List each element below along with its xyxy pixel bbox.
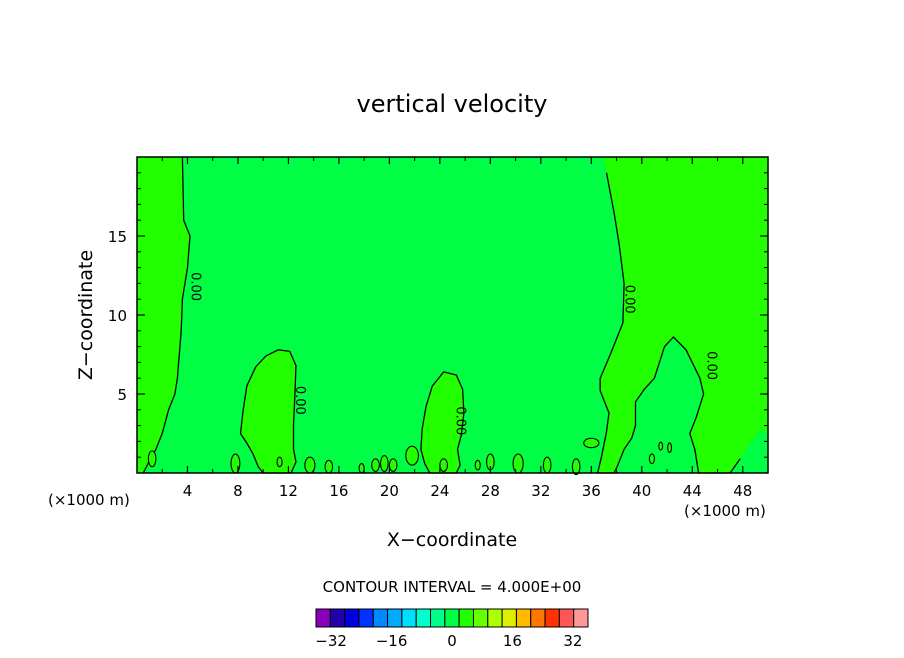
small-contour bbox=[371, 458, 380, 472]
colorbar-tick-label: 16 bbox=[503, 632, 522, 650]
colorbar-swatch bbox=[515, 608, 532, 628]
contour-label: 0.00 bbox=[292, 386, 307, 415]
colorbar-tick-label: 0 bbox=[447, 632, 457, 650]
colorbar-swatch bbox=[558, 608, 575, 628]
contour-label: 0.00 bbox=[621, 285, 636, 314]
x-axis-label: X−coordinate bbox=[387, 529, 517, 551]
x-tick-label: 4 bbox=[183, 482, 193, 500]
small-contour bbox=[388, 458, 398, 472]
colorbar-tick-label: −32 bbox=[315, 632, 347, 650]
zero-contour-labels: 0.00 0.00 0.00 0.00 0.00 bbox=[187, 272, 718, 435]
contour-label: 0.00 bbox=[187, 272, 202, 301]
small-contour bbox=[648, 453, 655, 465]
small-contour bbox=[358, 462, 365, 474]
zero-contour-line bbox=[142, 156, 191, 474]
x-tick-label: 32 bbox=[531, 482, 550, 500]
x-tick-label: 8 bbox=[233, 482, 243, 500]
colorbar-swatch bbox=[358, 608, 374, 628]
contour-label: 0.00 bbox=[452, 406, 467, 435]
contour-interval-text: CONTOUR INTERVAL = 4.000E+00 bbox=[323, 578, 582, 596]
colorbar-tick-label: −16 bbox=[376, 632, 408, 650]
plot-area: 0.000.000.000.000.00 4 8 12 16 20 24 28 32 36 40 4… bbox=[108, 156, 769, 500]
colorbar-tick-labels: −32 −16 0 16 32 bbox=[315, 632, 582, 650]
zero-contour-lines bbox=[142, 156, 741, 476]
chart-title: vertical velocity bbox=[357, 90, 548, 118]
small-contour bbox=[439, 458, 449, 472]
small-contour bbox=[583, 437, 600, 449]
small-contour bbox=[324, 459, 334, 474]
colorbar-swatch bbox=[387, 608, 403, 628]
positive-region-right bbox=[597, 157, 768, 473]
colorbar-swatch bbox=[372, 608, 389, 628]
colorbar-swatch bbox=[329, 608, 346, 628]
small-contour bbox=[474, 459, 481, 471]
colorbar-swatch bbox=[530, 608, 546, 628]
small-contour bbox=[276, 456, 283, 468]
colorbar-swatch bbox=[444, 608, 460, 628]
positive-region-updraft-12km bbox=[240, 349, 296, 473]
x-tick-label: 44 bbox=[683, 482, 702, 500]
colorbar-swatch bbox=[415, 608, 432, 628]
small-contour bbox=[147, 450, 157, 468]
x-tick-label: 12 bbox=[279, 482, 298, 500]
x-tick-label: 48 bbox=[733, 482, 752, 500]
y-tick-label: 15 bbox=[108, 228, 127, 246]
zero-contour-line bbox=[596, 172, 741, 474]
colorbar bbox=[315, 608, 589, 628]
contour-label: 0.00 bbox=[703, 351, 718, 380]
y-tick-label: 5 bbox=[117, 386, 127, 404]
x-tick-label: 28 bbox=[481, 482, 500, 500]
x-tick-label: 40 bbox=[632, 482, 651, 500]
x-tick-label: 36 bbox=[582, 482, 601, 500]
colorbar-swatch bbox=[487, 608, 503, 628]
x-unit-left: (×1000 m) bbox=[48, 491, 130, 509]
colorbar-swatch bbox=[544, 608, 560, 628]
x-tick-label: 16 bbox=[329, 482, 348, 500]
x-axis-ticks: 4 8 12 16 20 24 28 32 36 40 44 48 bbox=[161, 157, 752, 500]
y-axis-ticks: 5 10 15 bbox=[108, 172, 768, 458]
small-contour bbox=[667, 442, 673, 454]
small-contour bbox=[658, 441, 664, 451]
small-contour bbox=[571, 458, 581, 476]
small-contour bbox=[512, 453, 524, 474]
colorbar-swatch bbox=[573, 608, 589, 628]
x-tick-label: 24 bbox=[430, 482, 449, 500]
colorbar-swatch bbox=[501, 608, 517, 628]
colorbar-swatch bbox=[430, 608, 446, 628]
y-tick-label: 10 bbox=[108, 307, 127, 325]
x-tick-label: 20 bbox=[380, 482, 399, 500]
y-axis-label: Z−coordinate bbox=[75, 250, 97, 380]
small-contour bbox=[542, 456, 552, 474]
colorbar-tick-label: 32 bbox=[563, 632, 582, 650]
positive-region-left bbox=[137, 157, 190, 473]
x-unit-right: (×1000 m) bbox=[684, 502, 766, 520]
small-contour bbox=[405, 445, 419, 466]
colorbar-swatch bbox=[315, 608, 331, 628]
zero-contour-line bbox=[239, 349, 297, 474]
colorbar-swatch bbox=[401, 608, 417, 628]
small-contour bbox=[380, 455, 389, 472]
positive-region-updraft-24km bbox=[420, 371, 464, 473]
colorbar-swatch bbox=[472, 608, 489, 628]
colorbar-swatch bbox=[458, 608, 474, 628]
colorbar-swatch bbox=[344, 608, 360, 628]
